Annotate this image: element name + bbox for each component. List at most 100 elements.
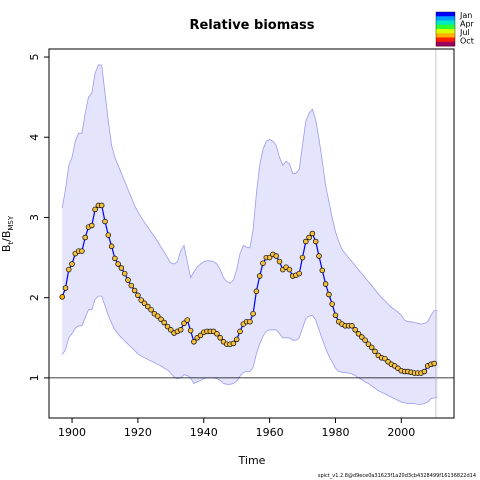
- data-point: [115, 261, 121, 267]
- legend-color-swatch: [436, 16, 455, 21]
- data-point: [62, 285, 69, 291]
- data-point: [322, 281, 329, 287]
- legend-label: Apr: [460, 20, 475, 29]
- data-point: [158, 316, 164, 323]
- data-point: [296, 270, 302, 277]
- legend-frame: [435, 11, 456, 47]
- data-point: [217, 335, 223, 341]
- legend-color-swatch: [436, 29, 455, 34]
- estimate-points: [59, 202, 437, 376]
- data-point: [66, 266, 72, 273]
- data-point: [352, 327, 358, 333]
- data-point: [316, 253, 322, 259]
- data-point: [372, 348, 378, 355]
- data-point: [118, 265, 125, 271]
- data-point: [359, 334, 365, 340]
- data-point: [141, 300, 148, 307]
- data-point: [131, 287, 138, 294]
- y-tick-label: 3: [28, 214, 41, 221]
- data-point: [250, 310, 256, 317]
- data-point: [59, 294, 65, 300]
- data-point: [230, 340, 237, 347]
- y-label-sub-t: t: [7, 242, 15, 245]
- data-point: [286, 266, 293, 273]
- y-tick-label: 4: [28, 134, 41, 141]
- data-point: [168, 327, 174, 333]
- data-point: [89, 222, 95, 229]
- data-point: [303, 238, 309, 245]
- data-point: [69, 261, 75, 267]
- data-point: [309, 230, 316, 237]
- plot-frame: [48, 48, 455, 419]
- data-point: [112, 255, 118, 262]
- data-point: [125, 277, 131, 283]
- data-point: [355, 331, 362, 337]
- plot-area: [49, 49, 454, 418]
- data-point: [92, 206, 98, 213]
- data-point: [332, 312, 339, 319]
- data-point: [148, 306, 154, 313]
- data-point: [312, 238, 319, 245]
- data-point: [237, 328, 243, 335]
- data-point: [349, 323, 355, 329]
- data-point: [256, 273, 263, 279]
- legend-color-swatch: [436, 41, 455, 47]
- data-point: [431, 360, 437, 367]
- data-point: [253, 288, 260, 295]
- legend-label: Jul: [459, 28, 470, 37]
- y-tick-label: 2: [28, 294, 41, 301]
- data-point: [299, 254, 306, 261]
- y-tick-label: 1: [28, 374, 41, 381]
- data-point: [421, 368, 428, 375]
- data-point: [79, 248, 85, 254]
- x-axis: 1900 1920 1940 1960 1980 2000: [58, 418, 415, 439]
- y-tick-label: 5: [28, 54, 41, 61]
- x-tick-label: 1980: [321, 426, 349, 439]
- legend-label: Jan: [459, 11, 472, 20]
- data-point: [266, 254, 273, 261]
- footer-version: spict_v1.2.8@d9ece0a31623f1a20d3cb432849…: [318, 473, 476, 479]
- data-point: [161, 319, 167, 326]
- data-point: [191, 339, 197, 345]
- x-axis-label: Time: [238, 454, 266, 467]
- x-tick-label: 1960: [256, 426, 284, 439]
- data-point: [233, 336, 240, 343]
- confidence-band: [62, 65, 438, 405]
- y-axis: 1 2 3 4 5: [28, 54, 49, 381]
- data-point: [121, 270, 128, 277]
- data-point: [135, 292, 141, 299]
- data-point: [197, 332, 204, 339]
- data-point: [98, 202, 105, 209]
- data-point: [108, 243, 115, 250]
- data-point: [138, 297, 144, 303]
- ci-upper-line: [61, 64, 438, 325]
- data-point: [177, 327, 184, 333]
- data-point: [273, 253, 279, 259]
- data-point: [368, 344, 375, 351]
- data-point: [365, 341, 372, 347]
- legend-color-swatch: [436, 33, 455, 38]
- legend-color-swatch: [436, 12, 455, 17]
- chart-title: Relative biomass: [189, 18, 314, 33]
- data-point: [128, 282, 135, 289]
- data-point: [105, 232, 112, 238]
- y-axis-label: Bt/BMSY: [0, 215, 15, 252]
- data-point: [181, 320, 187, 327]
- data-point: [247, 318, 253, 325]
- x-tick-label: 1940: [190, 426, 218, 439]
- data-point: [319, 267, 326, 274]
- svg-text:Bt/BMSY: Bt/BMSY: [0, 215, 15, 252]
- legend-color-swatch: [436, 24, 455, 30]
- data-point: [326, 291, 332, 298]
- y-label-main: B: [0, 245, 13, 253]
- x-tick-label: 1900: [58, 426, 86, 439]
- data-point: [329, 301, 335, 307]
- data-point: [306, 234, 312, 241]
- x-tick-label: 2000: [387, 426, 415, 439]
- data-point: [214, 331, 220, 337]
- legend-label: Oct: [460, 37, 474, 46]
- data-point: [187, 327, 194, 334]
- legend-color-swatch: [436, 37, 455, 43]
- data-point: [260, 260, 266, 266]
- data-point: [362, 337, 368, 343]
